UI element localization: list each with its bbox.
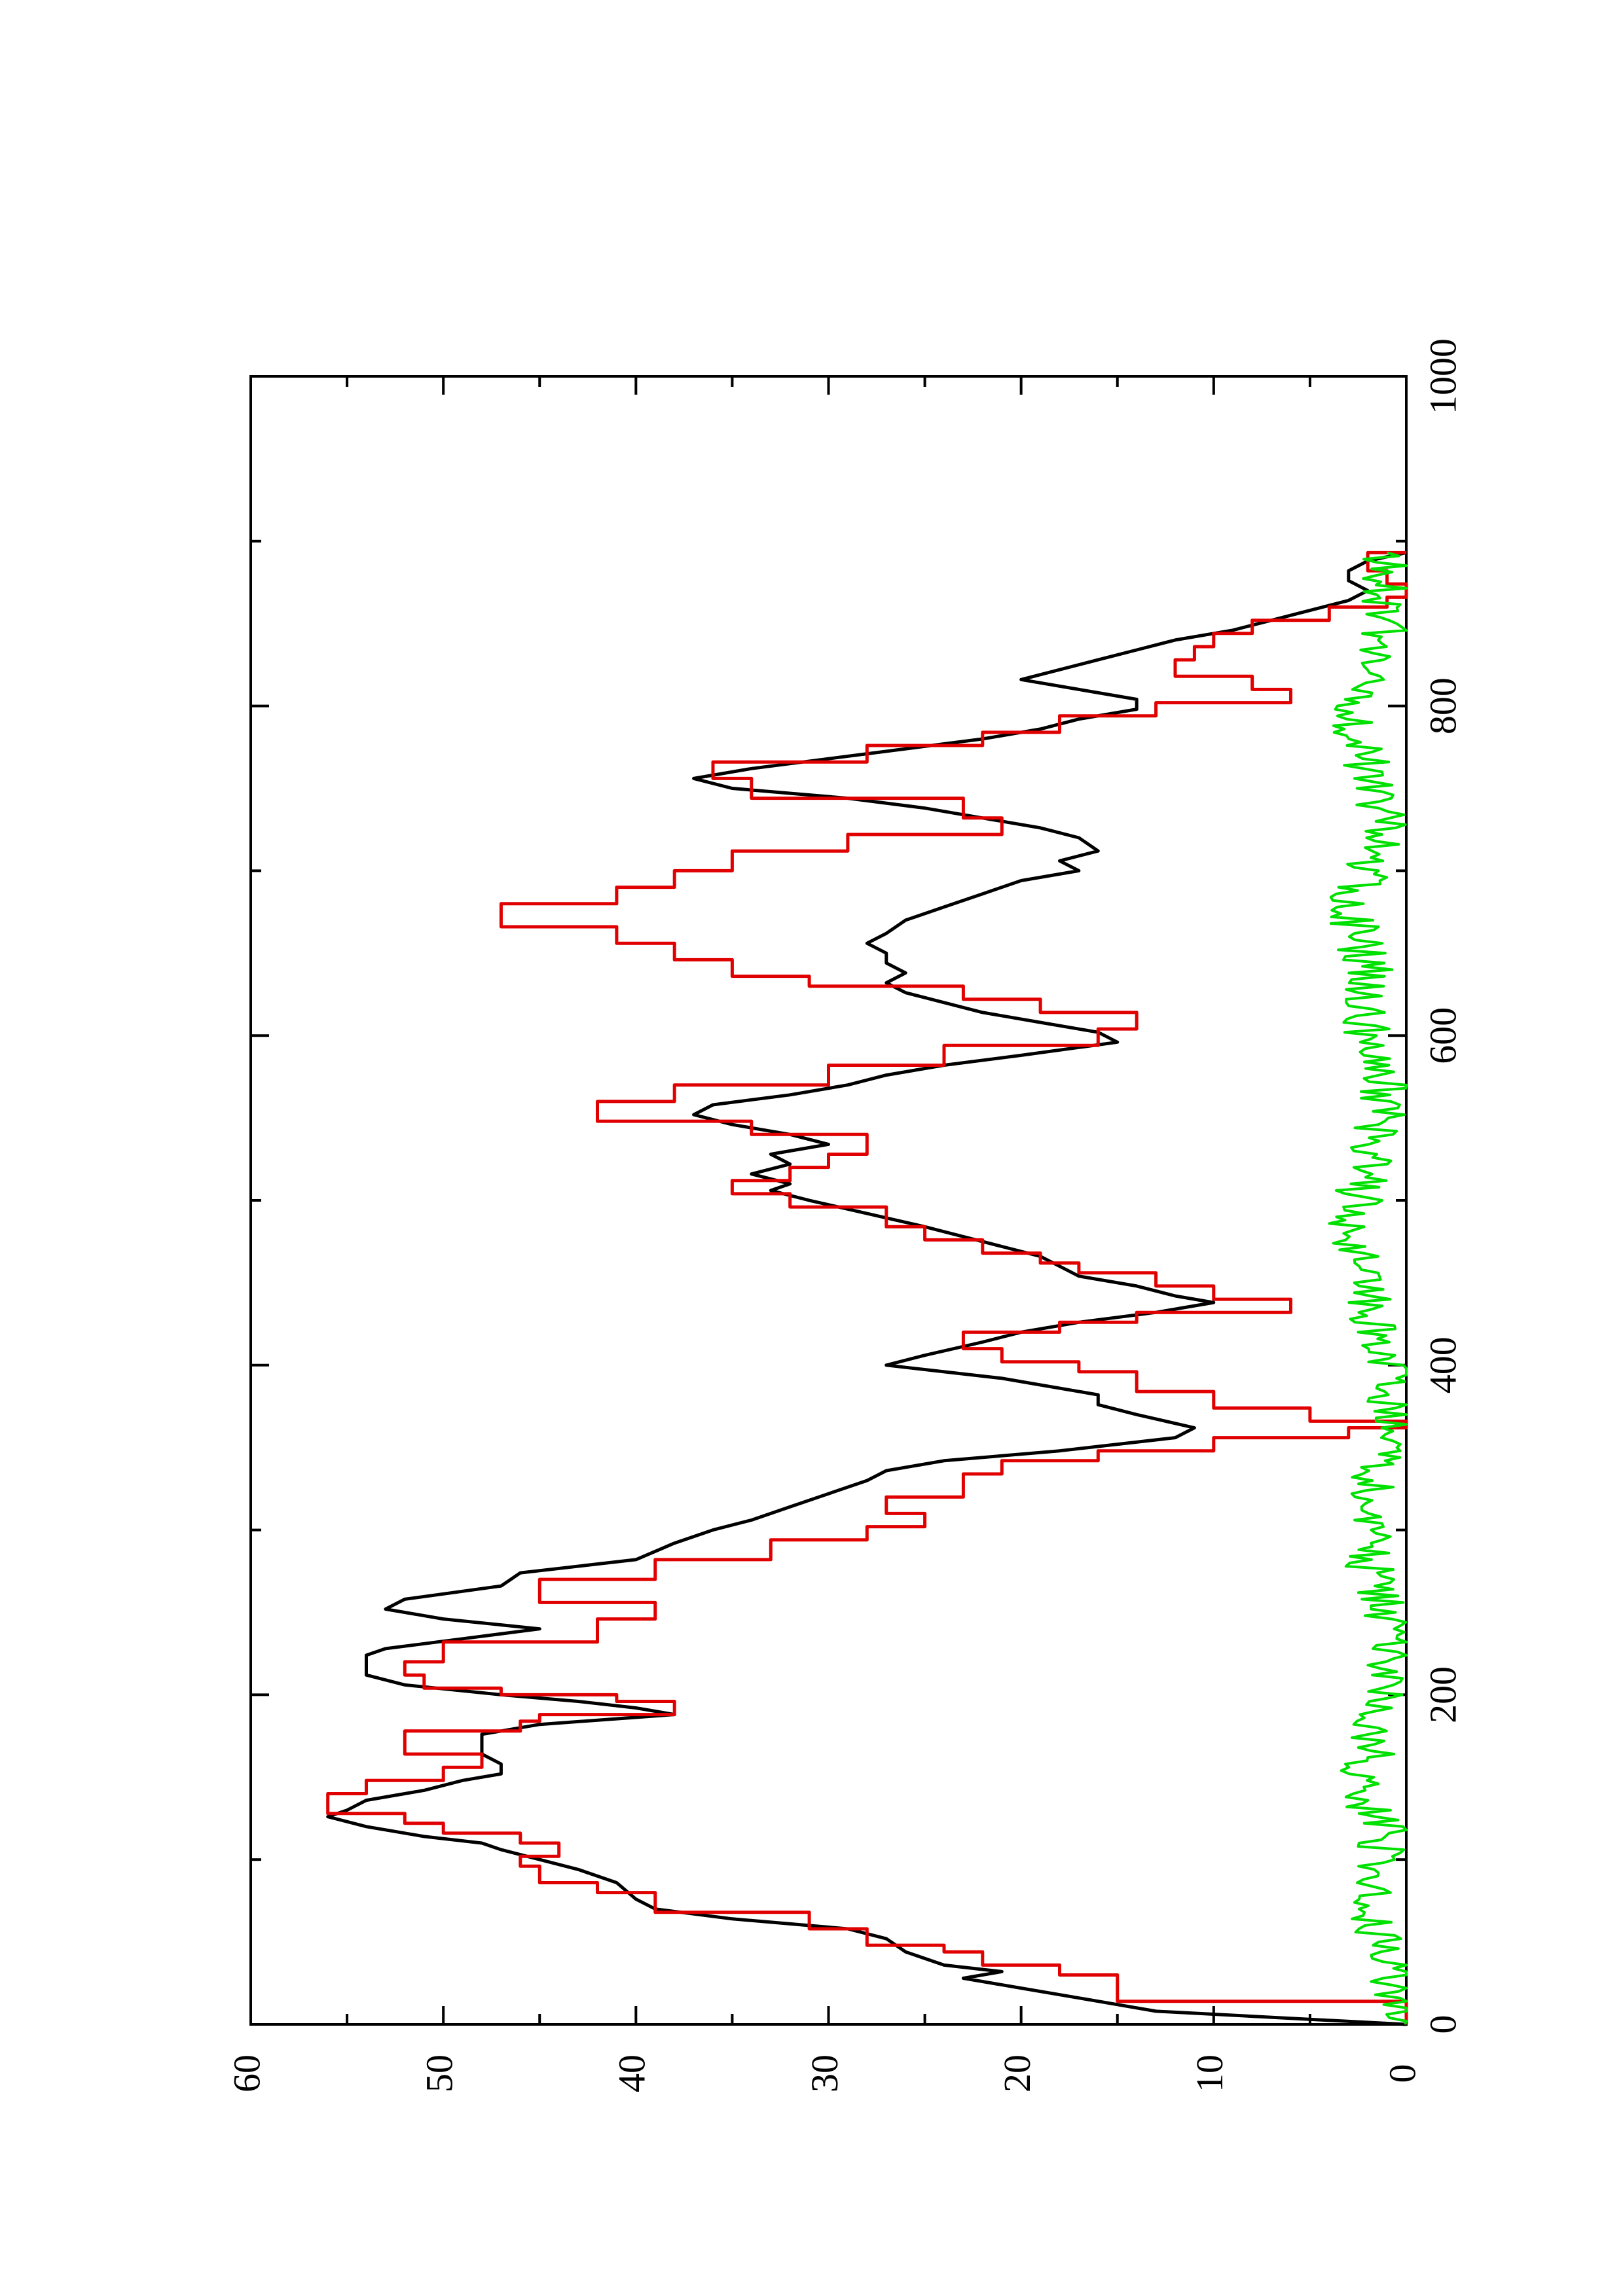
series-lines	[326, 550, 1408, 2026]
x-tick-label: 400	[1421, 1336, 1464, 1393]
y-tick-label: 0	[1381, 2064, 1423, 2083]
x-tick-label: 200	[1421, 1666, 1464, 1723]
y-tick-label: 50	[418, 2054, 460, 2092]
axis-ticks	[249, 375, 1408, 2026]
y-tick-label: 40	[611, 2054, 653, 2092]
axis-tick-labels: 0 200 400 600 800 1000 0 10 20 30 40 50 60	[225, 338, 1464, 2092]
x-tick-label: 600	[1421, 1007, 1464, 1064]
series-line-black	[326, 550, 1407, 2026]
y-tick-label: 10	[1188, 2054, 1231, 2092]
x-tick-label: 1000	[1421, 338, 1464, 414]
y-tick-label: 30	[803, 2054, 846, 2092]
plot-frame	[249, 375, 1408, 2026]
x-tick-label: 0	[1421, 2015, 1464, 2034]
y-tick-label: 60	[225, 2054, 268, 2092]
y-tick-label: 20	[996, 2054, 1038, 2092]
series-line-green	[1328, 551, 1408, 2025]
series-line-red	[326, 550, 1408, 2024]
x-tick-label: 800	[1421, 677, 1464, 734]
